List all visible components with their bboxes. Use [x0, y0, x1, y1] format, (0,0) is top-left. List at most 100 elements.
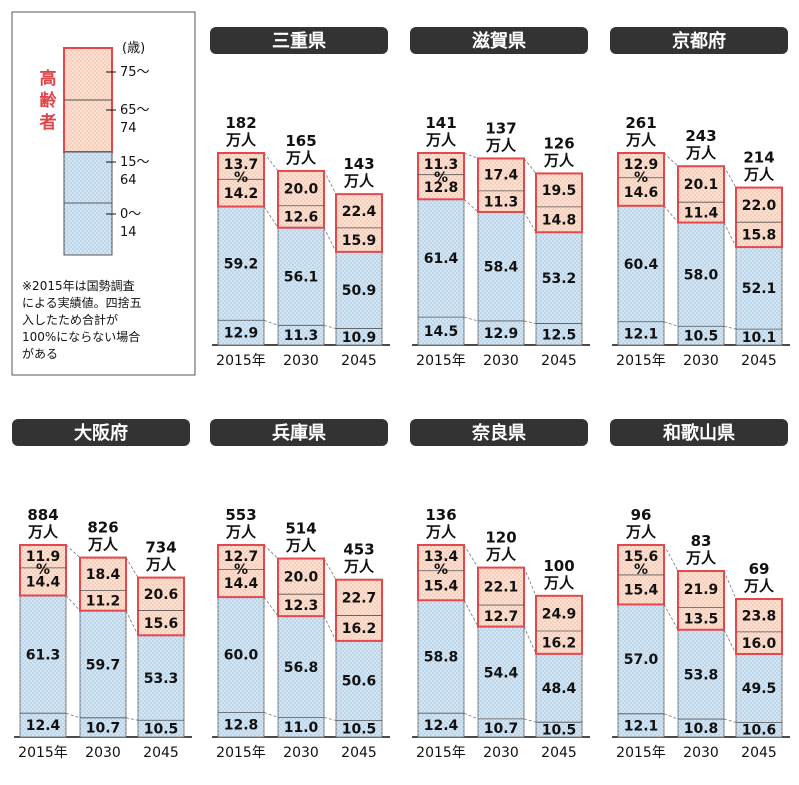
bar-value-label: 61.4: [424, 251, 459, 267]
bar-total-unit: 万人: [87, 536, 119, 554]
bar-value-label: 12.8: [224, 718, 259, 734]
bar-elderly-segment: [535, 172, 583, 234]
x-tick-label: 2015年: [616, 745, 666, 761]
bar-elderly-segment: [617, 152, 665, 207]
legend-age-label: 75～: [120, 65, 150, 80]
bar-total-unit: 万人: [543, 151, 575, 169]
bar-value-label: 61.3: [26, 647, 61, 663]
bar-connector: [65, 712, 81, 719]
bar-elderly-segment: [137, 576, 185, 637]
bar-total-label: 96: [631, 506, 652, 524]
bar-value-label: 60.0: [224, 648, 259, 664]
bar-value-label: 12.9: [224, 326, 259, 342]
x-tick-label: 2045: [741, 745, 777, 761]
bar-connector: [523, 567, 537, 596]
bar-connector: [463, 152, 479, 159]
bar-value-label: 48.4: [542, 681, 577, 697]
bar-elderly-segment: [677, 165, 725, 224]
bar-connector: [323, 615, 337, 642]
bar-value-label: 12.7: [484, 609, 519, 625]
bar-working-segment: [335, 251, 383, 346]
bar-connector: [723, 718, 737, 723]
bar-working-segment: [677, 222, 725, 346]
bar-connector: [323, 227, 337, 253]
bar-connector: [263, 206, 279, 228]
panel-title: 和歌山県: [663, 422, 735, 444]
bar-value-label: 50.6: [342, 674, 377, 690]
bar-connector: [723, 570, 737, 600]
bar-value-label: 58.4: [484, 259, 519, 275]
bar-elderly-segment: [417, 152, 465, 201]
bar-connector: [463, 544, 479, 568]
bar-total-unit: 万人: [485, 546, 517, 564]
bar-connector: [263, 544, 279, 559]
bar-elderly-segment: [79, 556, 127, 612]
percent-mark: %: [234, 170, 248, 186]
legend-elderly-char: 齢: [40, 90, 58, 111]
bar-connector: [323, 170, 337, 195]
bar-elderly-segment: [217, 152, 265, 208]
x-tick-label: 2045: [341, 353, 377, 369]
x-tick-label: 2030: [683, 745, 719, 761]
bar-working-segment: [417, 198, 465, 346]
bar-total-unit: 万人: [285, 149, 317, 167]
bar-connector: [323, 558, 337, 580]
bar-working-segment: [79, 610, 127, 738]
bar-value-label: 56.1: [284, 270, 319, 286]
bar-value-label: 22.4: [342, 204, 377, 220]
bar-connector: [263, 596, 279, 617]
bar-value-label: 16.0: [742, 636, 777, 652]
bar-value-label: 20.1: [684, 177, 719, 193]
bar-connector: [523, 211, 537, 233]
bar-connector: [463, 600, 479, 627]
panel-title-bar: [12, 419, 190, 446]
percent-mark: %: [434, 170, 448, 186]
bar-value-label: 12.3: [284, 598, 319, 614]
bar-total-label: 120: [485, 529, 516, 547]
bar-working-segment: [735, 246, 783, 346]
bar-elderly-segment: [735, 186, 783, 249]
bar-value-label: 15.4: [624, 583, 659, 599]
bar-value-label: 15.9: [342, 233, 377, 249]
bar-value-label: 59.7: [86, 657, 121, 673]
x-tick-label: 2030: [483, 745, 519, 761]
bar-working-segment: [19, 595, 67, 738]
bar-value-label: 10.7: [86, 720, 121, 736]
bar-working-segment: [217, 596, 265, 738]
bar-connector: [65, 595, 81, 611]
bar-working-segment: [617, 205, 665, 346]
bar-total-label: 553: [225, 506, 256, 524]
bar-value-label: 54.4: [484, 666, 519, 682]
bar-connector: [463, 198, 479, 213]
bar-value-label: 12.7: [224, 549, 259, 565]
bar-value-label: 13.5: [684, 612, 719, 628]
x-tick-label: 2045: [143, 745, 179, 761]
bar-connector: [663, 205, 679, 223]
bar-total-unit: 万人: [225, 131, 257, 149]
bar-value-label: 56.8: [284, 660, 319, 676]
bar-value-label: 14.8: [542, 213, 577, 229]
bar-value-label: 12.6: [284, 210, 319, 226]
bar-total-unit: 万人: [685, 144, 717, 162]
bar-total-label: 126: [543, 134, 574, 152]
legend-age-label: 74: [120, 121, 137, 136]
bar-elderly-segment: [217, 544, 265, 599]
bar-working-segment: [617, 604, 665, 738]
bar-total-unit: 万人: [685, 549, 717, 567]
bar-total-label: 83: [691, 532, 712, 550]
bar-total-unit: 万人: [625, 523, 657, 541]
bar-value-label: 20.0: [284, 181, 319, 197]
panel-title: 滋賀県: [472, 30, 526, 52]
bar-total-unit: 万人: [145, 556, 177, 574]
bar-value-label: 13.4: [424, 549, 459, 565]
bar-elderly-segment: [535, 594, 583, 655]
percent-mark: %: [234, 562, 248, 578]
bar-value-label: 58.0: [684, 267, 719, 283]
bar-elderly-segment: [335, 193, 383, 253]
bar-value-label: 21.9: [684, 582, 719, 598]
bar-value-label: 12.9: [624, 157, 659, 173]
bar-value-label: 52.1: [742, 281, 777, 297]
bar-value-label: 22.1: [484, 579, 519, 595]
bar-working-segment: [477, 211, 525, 346]
